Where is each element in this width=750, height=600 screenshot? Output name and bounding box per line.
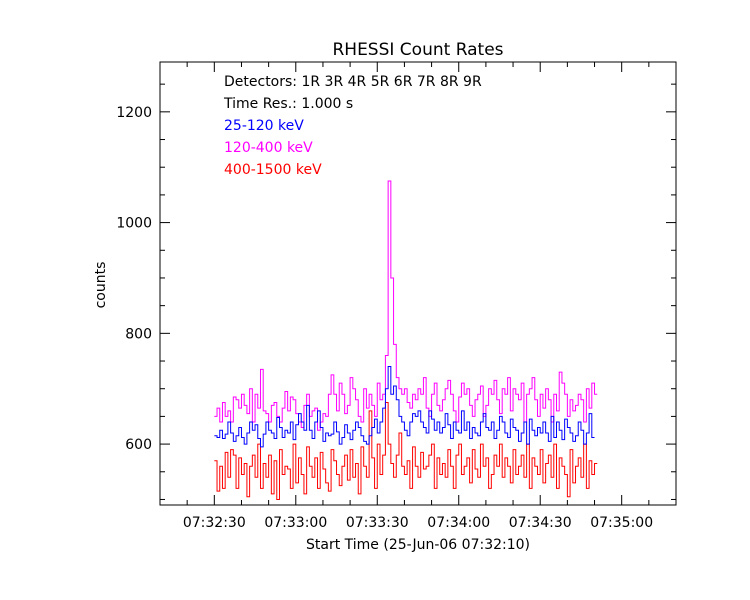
y-axis-label: counts <box>93 262 109 309</box>
x-axis-label: Start Time (25-Jun-06 07:32:10) <box>306 537 530 553</box>
x-tick-label: 07:33:30 <box>346 515 409 531</box>
legend-entry-400-1500: 400-1500 keV <box>224 162 322 178</box>
y-tick-label: 800 <box>125 326 152 342</box>
y-tick-label: 600 <box>125 437 152 453</box>
axes: 600 800 1000 1200 07:32:30 07:33:00 07:33:30 07… <box>116 61 677 531</box>
series-line <box>214 180 598 431</box>
chart-title: RHESSI Count Rates <box>332 40 503 60</box>
series-line <box>214 366 595 448</box>
x-tick-label: 07:33:00 <box>264 515 327 531</box>
series-line <box>214 402 598 500</box>
plot-frame <box>159 61 677 506</box>
legend-entry-25-120: 25-120 keV <box>224 118 304 134</box>
y-tick-label: 1200 <box>116 105 152 121</box>
x-tick-label: 07:34:00 <box>427 515 490 531</box>
x-tick-label: 07:34:30 <box>509 515 572 531</box>
y-tick-label: 1000 <box>116 216 152 232</box>
annotation-time-res: Time Res.: 1.000 s <box>223 96 353 112</box>
x-tick-label: 07:32:30 <box>183 515 246 531</box>
x-tick-label: 07:35:00 <box>590 515 653 531</box>
legend-entry-120-400: 120-400 keV <box>224 140 313 156</box>
annotation-detectors: Detectors: 1R 3R 4R 5R 6R 7R 8R 9R <box>224 74 482 90</box>
series-layer <box>214 180 598 500</box>
